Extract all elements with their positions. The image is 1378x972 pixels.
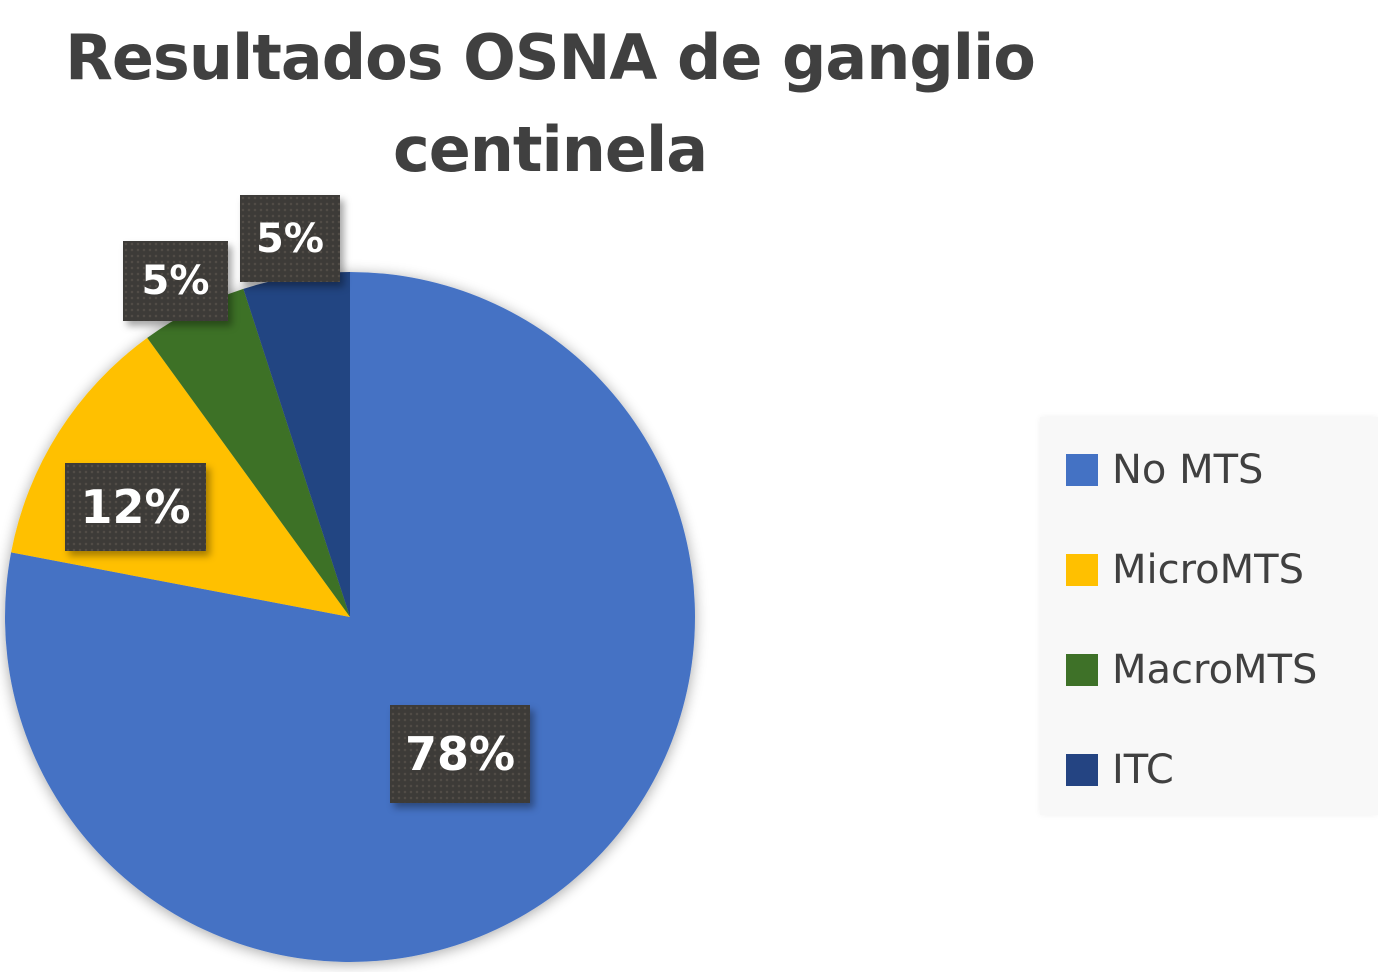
data-label-micro-mts: 12%	[65, 463, 206, 551]
legend-swatch-no-mts	[1066, 454, 1098, 486]
slice-macro-mts	[147, 288, 350, 617]
chart-title: Resultados OSNA de ganglio centinela	[20, 12, 1080, 196]
legend-item-micro-mts: MicroMTS	[1066, 547, 1304, 593]
legend-item-itc: ITC	[1066, 747, 1174, 793]
chart-title-line-1: Resultados OSNA de ganglio	[65, 21, 1036, 94]
slice-itc	[243, 272, 350, 617]
legend-label: MicroMTS	[1112, 547, 1304, 593]
legend-swatch-itc	[1066, 754, 1098, 786]
legend-item-no-mts: No MTS	[1066, 447, 1263, 493]
data-label-no-mts: 78%	[390, 705, 530, 803]
chart-legend: No MTS MicroMTS MacroMTS ITC	[1040, 417, 1378, 815]
data-label-macro-mts: 5%	[123, 241, 228, 321]
legend-swatch-micro-mts	[1066, 554, 1098, 586]
legend-label: MacroMTS	[1112, 647, 1318, 693]
chart-title-line-2: centinela	[392, 113, 708, 186]
legend-item-macro-mts: MacroMTS	[1066, 647, 1317, 693]
legend-label: ITC	[1112, 747, 1174, 793]
legend-swatch-macro-mts	[1066, 654, 1098, 686]
data-label-itc: 5%	[240, 195, 340, 282]
legend-label: No MTS	[1112, 447, 1264, 493]
